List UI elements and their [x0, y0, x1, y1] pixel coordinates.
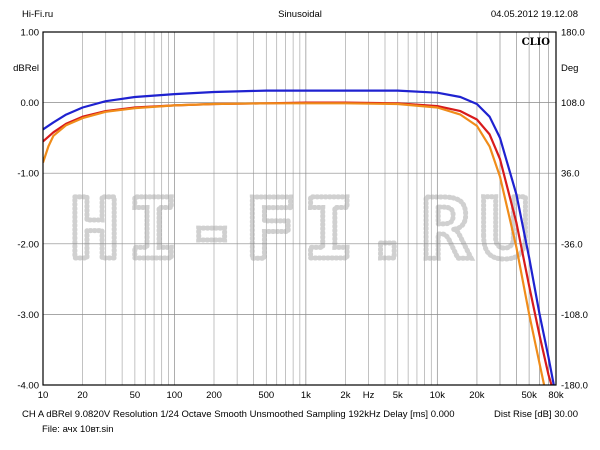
x-tick-label: 10 [38, 390, 49, 401]
header-mode: Sinusoidal [278, 9, 322, 20]
y-right-tick-label: 180.0 [561, 28, 585, 39]
x-axis-unit-label: Hz [363, 390, 375, 401]
x-tick-label: 5k [393, 390, 403, 401]
x-tick-label: 200 [206, 390, 222, 401]
y-right-tick-label: -108.0 [561, 310, 588, 321]
header-datetime: 04.05.2012 19.12.08 [490, 9, 578, 20]
x-tick-label: 10k [430, 390, 446, 401]
series-line-1 [43, 89, 555, 385]
y-left-tick-label: -2.00 [17, 239, 39, 250]
x-tick-label: 2k [340, 390, 350, 401]
y-left-tick-label: -1.00 [17, 169, 39, 180]
header-site: Hi-Fi.ru [22, 9, 54, 20]
footer-settings: CH A dBRel 9.0820V Resolution 1/24 Octav… [22, 409, 455, 420]
y-right-tick-label: 108.0 [561, 98, 585, 109]
x-tick-label: 500 [258, 390, 274, 401]
plot-frame [42, 31, 557, 386]
x-tick-label: 50 [130, 390, 141, 401]
brand-label: CLIO [522, 37, 551, 48]
y-left-tick-label: -3.00 [17, 310, 39, 321]
y-right-tick-label: -180.0 [561, 381, 588, 392]
x-tick-label: 50k [522, 390, 538, 401]
y-left-tick-label: 0.00 [21, 98, 40, 109]
x-tick-label: 100 [167, 390, 183, 401]
y-left-tick-label: -4.00 [17, 381, 39, 392]
footer-file: File: ачх 10вт.sin [42, 424, 114, 435]
series-line-3 [43, 102, 546, 385]
y-right-tick-label: 36.0 [561, 169, 580, 180]
y-left-axis-label: dBRel [13, 63, 39, 74]
watermark-text: HI-FI.RU [69, 180, 538, 278]
y-left-tick-label: 1.00 [21, 28, 40, 39]
footer-dist-rise: Dist Rise [dB] 30.00 [494, 409, 578, 420]
x-tick-label: 20k [469, 390, 485, 401]
x-tick-label: 20 [77, 390, 88, 401]
x-tick-label: 1k [301, 390, 311, 401]
y-right-axis-label: Deg [561, 63, 578, 74]
x-tick-label: 80k [548, 390, 564, 401]
y-right-tick-label: -36.0 [561, 239, 583, 250]
